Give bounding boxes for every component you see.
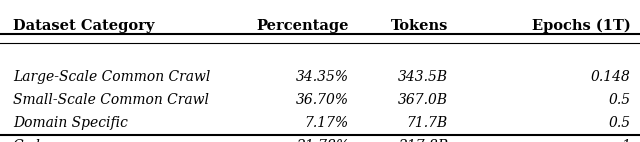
Text: 1: 1 (621, 139, 630, 142)
Text: Small-Scale Common Crawl: Small-Scale Common Crawl (13, 93, 209, 107)
Text: 343.5B: 343.5B (398, 70, 448, 84)
Text: 0.5: 0.5 (608, 116, 630, 130)
Text: Large-Scale Common Crawl: Large-Scale Common Crawl (13, 70, 210, 84)
Text: Code: Code (13, 139, 49, 142)
Text: 34.35%: 34.35% (296, 70, 349, 84)
Text: 367.0B: 367.0B (398, 93, 448, 107)
Text: 71.7B: 71.7B (407, 116, 448, 130)
Text: Dataset Category: Dataset Category (13, 19, 154, 33)
Text: 36.70%: 36.70% (296, 93, 349, 107)
Text: Percentage: Percentage (256, 19, 349, 33)
Text: 217.8B: 217.8B (398, 139, 448, 142)
Text: 0.148: 0.148 (591, 70, 630, 84)
Text: Tokens: Tokens (390, 19, 448, 33)
Text: 0.5: 0.5 (608, 93, 630, 107)
Text: Domain Specific: Domain Specific (13, 116, 127, 130)
Text: Epochs (1T): Epochs (1T) (532, 18, 630, 33)
Text: 21.78%: 21.78% (296, 139, 349, 142)
Text: 7.17%: 7.17% (305, 116, 349, 130)
